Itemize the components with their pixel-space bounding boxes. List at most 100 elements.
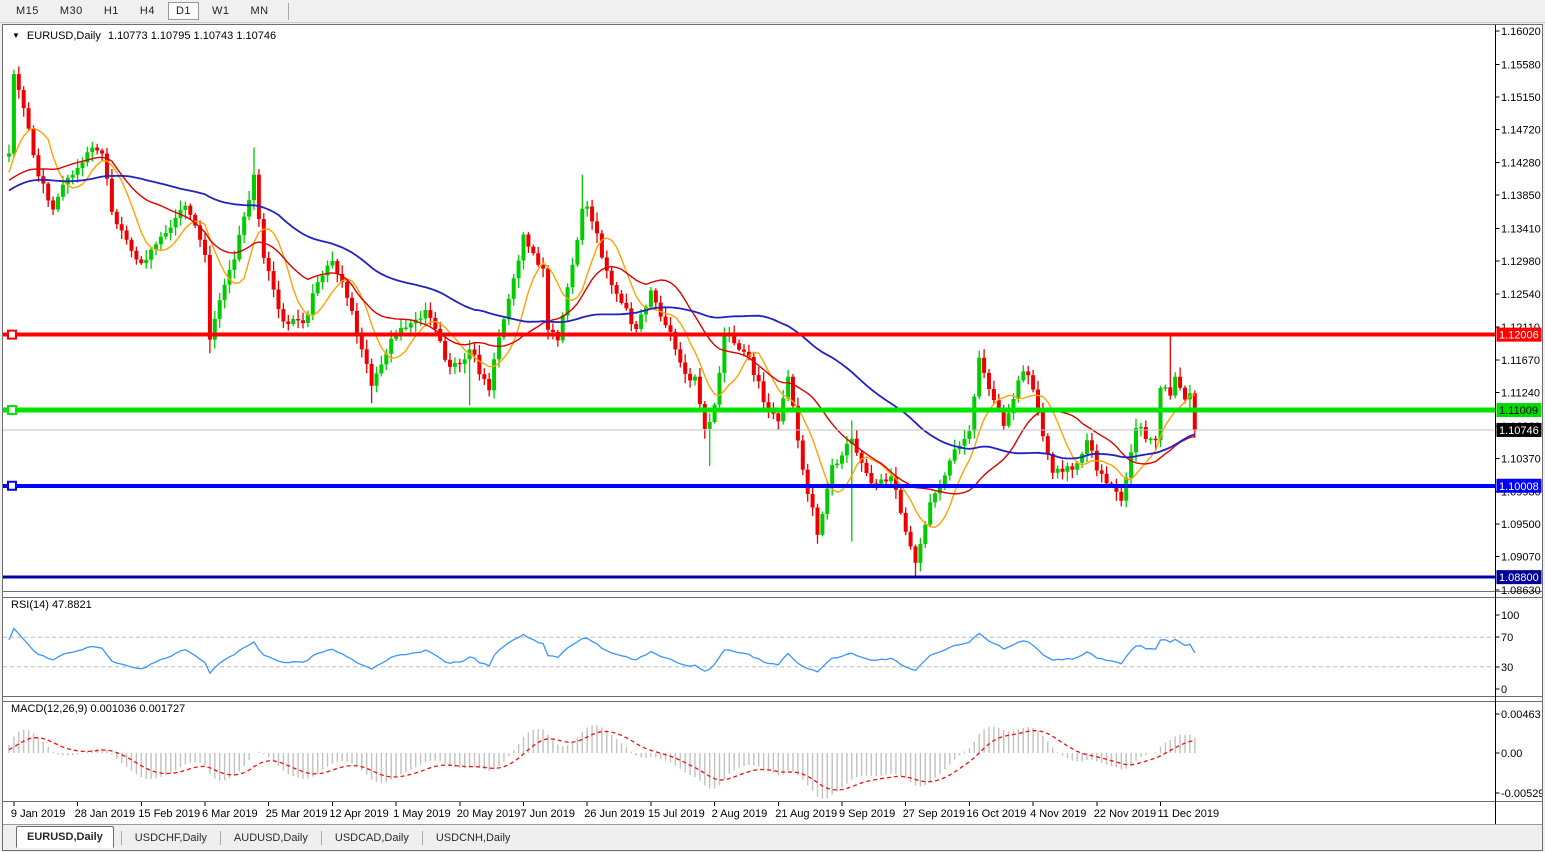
candle-body <box>859 452 864 463</box>
candle-body <box>898 489 903 513</box>
candle-body <box>619 293 624 303</box>
candle-body <box>639 314 644 330</box>
candle-body <box>942 475 947 486</box>
chart-symbol-label: EURUSD,Daily <box>26 30 101 42</box>
candle-body <box>256 174 261 220</box>
hline-anchor-handle[interactable] <box>7 480 17 491</box>
candle-body <box>590 206 595 222</box>
candle-body <box>648 290 653 307</box>
timeframe-button-h1[interactable]: H1 <box>103 5 119 17</box>
price-tick-label: 1.11670 <box>1501 355 1540 367</box>
candle-body <box>864 462 869 474</box>
hline-anchor-handle[interactable] <box>7 405 17 416</box>
candle-body <box>1080 454 1085 463</box>
timeframe-button-d1[interactable]: D1 <box>167 2 199 20</box>
candle-body <box>732 333 737 344</box>
macd-axis-label: -0.00529 <box>1501 788 1542 800</box>
candle-body <box>717 372 722 405</box>
candle-body <box>693 376 697 381</box>
timeframe-button-m15[interactable]: M15 <box>16 5 39 17</box>
candle-body <box>11 74 16 154</box>
candle-body <box>452 362 457 367</box>
candle-body <box>80 162 85 168</box>
tab-usdcad[interactable]: USDCAD,Daily <box>334 831 409 844</box>
candle-body <box>1183 387 1187 400</box>
tab-separator <box>421 830 423 845</box>
candle-body <box>1045 436 1050 454</box>
candle-body <box>1065 466 1070 472</box>
candle-body <box>918 544 923 563</box>
candle-body <box>756 374 761 382</box>
price-tick-label: 1.13410 <box>1501 223 1541 235</box>
candle-body <box>663 316 668 326</box>
candle-body <box>903 512 908 532</box>
tab-usdcnh[interactable]: USDCNH,Daily <box>435 831 511 844</box>
candle-body <box>359 333 364 350</box>
candle-body <box>340 273 345 282</box>
candle-body <box>247 200 252 217</box>
tab-usdchf[interactable]: USDCHF,Daily <box>134 831 207 844</box>
date-label: 2 Aug 2019 <box>712 808 768 820</box>
candle-body <box>1060 468 1065 472</box>
price-badge-label: 1.10008 <box>1499 481 1539 493</box>
price-tick-label: 1.09070 <box>1501 552 1541 564</box>
candle-body <box>884 479 889 482</box>
candle-body <box>1001 408 1006 426</box>
tab-separator <box>120 830 122 845</box>
candle-body <box>604 257 609 271</box>
candle-body <box>938 485 942 494</box>
date-label: 26 Jun 2019 <box>584 808 645 820</box>
candle-body <box>1050 453 1055 473</box>
candle-body <box>1153 438 1158 441</box>
candle-body <box>320 275 325 283</box>
candle-body <box>683 362 688 374</box>
macd-indicator-title: MACD(12,26,9) 0.001036 0.001727 <box>11 703 186 715</box>
timeframe-button-w1[interactable]: W1 <box>212 5 230 17</box>
timeframe-toolbar: M15 M30 H1 H4 D1 W1 MN <box>0 0 1545 23</box>
timeframe-button-mn[interactable]: MN <box>250 5 269 17</box>
candle-body <box>60 184 65 197</box>
candle-body <box>482 374 487 379</box>
candle-body <box>516 260 521 279</box>
candle-body <box>697 376 702 405</box>
candle-body <box>658 302 663 317</box>
candle-body <box>335 260 340 274</box>
candle-body <box>114 211 119 225</box>
candle-body <box>198 225 203 240</box>
date-label: 7 Jun 2019 <box>521 808 575 820</box>
candle-body <box>688 373 693 381</box>
candle-body <box>276 289 281 310</box>
candle-body <box>879 479 884 484</box>
candle-body <box>364 349 369 364</box>
tab-eurusd[interactable]: EURUSD,Daily <box>16 825 114 848</box>
candle-body <box>972 396 977 432</box>
price-badge-label: 1.12006 <box>1499 330 1539 342</box>
rsi-axis-label: 30 <box>1501 662 1513 674</box>
candle-body <box>761 381 766 403</box>
candle-body <box>737 343 742 350</box>
candle-body <box>869 473 874 484</box>
candle-body <box>546 268 550 330</box>
date-label: 15 Jul 2019 <box>648 808 705 820</box>
price-tick-label: 1.14280 <box>1501 158 1541 170</box>
candle-body <box>119 224 124 231</box>
candle-body <box>46 183 51 201</box>
candle-body <box>800 440 805 470</box>
candle-body <box>75 167 80 175</box>
price-tick-label: 1.13850 <box>1501 190 1541 202</box>
tab-audusd[interactable]: AUDUSD,Daily <box>233 831 308 844</box>
candle-body <box>776 413 781 422</box>
candle-body <box>109 178 114 212</box>
candle-body <box>492 359 497 391</box>
hline-anchor-handle[interactable] <box>7 329 17 340</box>
price-tick-label: 1.10370 <box>1501 453 1541 465</box>
timeframe-button-m30[interactable]: M30 <box>59 5 83 17</box>
candle-body <box>570 264 575 288</box>
timeframe-button-h4[interactable]: H4 <box>139 5 155 17</box>
ohlc-dropdown-icon[interactable]: ▼ <box>12 31 20 40</box>
rsi-axis-label: 0 <box>1501 684 1507 696</box>
candle-body <box>991 388 996 401</box>
candle-body <box>158 236 163 245</box>
price-badge-label: 1.11009 <box>1499 405 1538 417</box>
chart-ohlc-values: 1.10773 1.10795 1.10743 1.10746 <box>107 30 277 42</box>
